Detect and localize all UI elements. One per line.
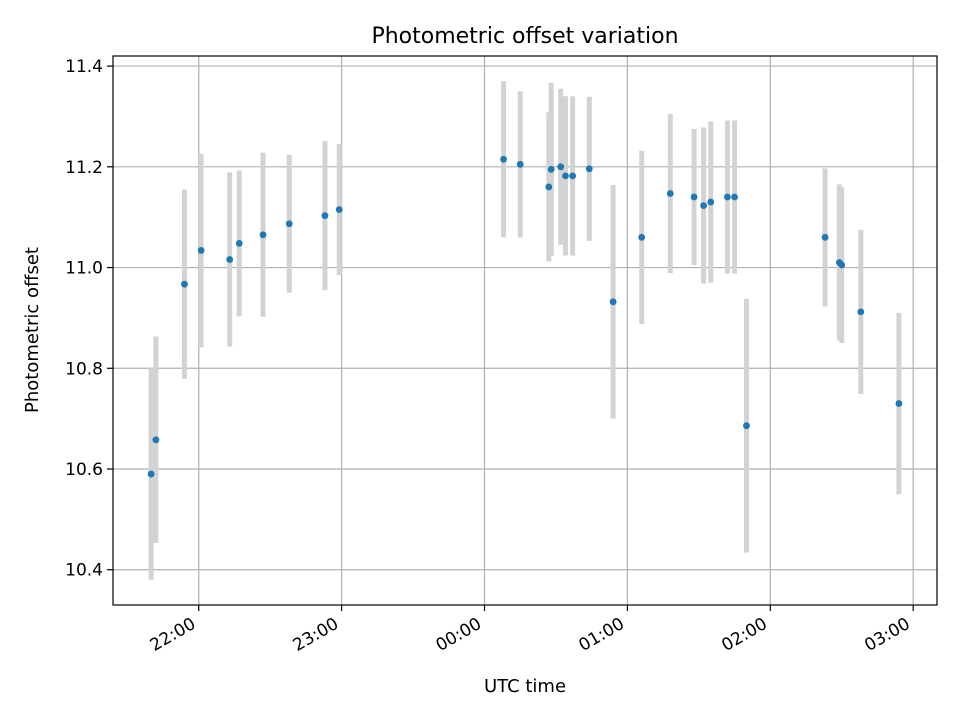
plot-frame xyxy=(112,55,938,606)
data-point xyxy=(152,436,160,444)
x-tick-label: 00:00 xyxy=(433,614,485,656)
data-point xyxy=(197,247,205,254)
data-point xyxy=(731,193,738,201)
y-tick-label: 10.4 xyxy=(65,561,103,581)
data-point xyxy=(857,308,865,316)
data-point xyxy=(895,400,903,407)
data-point xyxy=(235,239,243,247)
x-tick-label: 22:00 xyxy=(147,614,199,656)
data-point xyxy=(181,280,188,288)
x-tick-label: 23:00 xyxy=(290,614,342,656)
data-point xyxy=(569,172,577,180)
x-axis-label: UTC time xyxy=(484,676,566,697)
x-tick-label: 02:00 xyxy=(718,614,770,656)
gridlines xyxy=(113,56,937,605)
data-point xyxy=(666,190,674,197)
data-point xyxy=(562,172,569,180)
error-bars xyxy=(148,81,902,580)
data-points xyxy=(147,155,903,478)
data-point xyxy=(147,470,155,478)
y-axis-label: Photometric offset xyxy=(22,247,43,413)
data-point xyxy=(700,202,708,209)
data-point xyxy=(585,165,593,173)
data-point xyxy=(335,206,343,214)
axis-ticks: 22:00 23:00 00:00 01:00 02:00 03:00 10.4 10.6 10… xyxy=(65,57,914,656)
y-tick-label: 10.6 xyxy=(65,460,103,480)
y-tick-label: 11.0 xyxy=(65,259,103,279)
data-point xyxy=(500,155,507,163)
data-point xyxy=(557,163,565,171)
chart-title: Photometric offset variation xyxy=(371,24,678,49)
data-point xyxy=(516,160,524,168)
y-tick-label: 11.2 xyxy=(65,158,103,178)
data-point xyxy=(545,183,553,191)
data-point xyxy=(259,231,267,239)
x-tick-label: 03:00 xyxy=(861,614,913,656)
data-point xyxy=(690,193,698,201)
data-point xyxy=(609,298,617,306)
data-point xyxy=(638,233,646,241)
data-point xyxy=(321,212,329,220)
data-point xyxy=(743,422,750,430)
data-point xyxy=(285,220,293,228)
data-point xyxy=(838,261,846,269)
data-point xyxy=(547,165,555,173)
y-tick-label: 10.8 xyxy=(65,359,103,379)
data-point xyxy=(226,256,234,263)
y-tick-label: 11.4 xyxy=(65,57,103,77)
data-point xyxy=(707,198,715,206)
x-tick-label: 01:00 xyxy=(575,614,627,656)
data-point xyxy=(724,193,731,201)
data-point xyxy=(821,233,829,241)
